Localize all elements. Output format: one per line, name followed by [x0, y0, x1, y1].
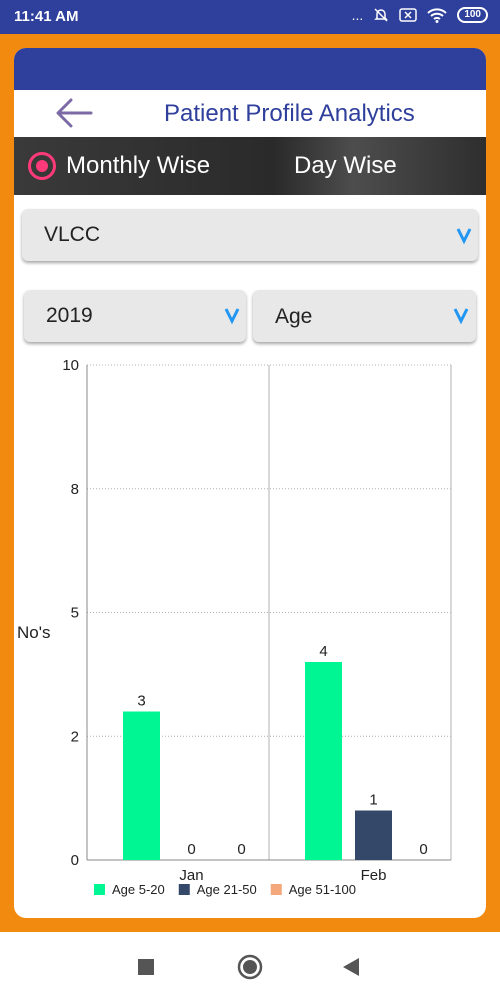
mode-toggle-bar: Monthly Wise Day Wise: [14, 137, 486, 195]
group-by-dropdown[interactable]: Age: [253, 290, 476, 342]
arrow-left-icon[interactable]: [54, 96, 94, 130]
monthly-wise-radio[interactable]: [28, 152, 56, 180]
more-dots-icon: ...: [351, 7, 364, 23]
bar: [123, 711, 160, 860]
year-dropdown[interactable]: 2019: [24, 290, 246, 342]
x-tick-label: Feb: [361, 867, 387, 884]
bar-value-label: 0: [419, 841, 427, 858]
center-dropdown[interactable]: VLCC: [22, 209, 478, 261]
status-time: 11:41 AM: [14, 8, 79, 25]
y-tick-label: 2: [71, 728, 79, 745]
title-bar: [14, 90, 486, 137]
battery-icon: 100: [457, 7, 488, 23]
circle-icon[interactable]: [237, 954, 263, 980]
app-card: Patient Profile Analytics Monthly Wise D…: [14, 48, 486, 918]
square-icon[interactable]: [137, 958, 155, 976]
y-tick-label: 5: [71, 605, 79, 622]
monthly-wise-label[interactable]: Monthly Wise: [66, 152, 211, 179]
status-bar: 11:41 AM ... 100: [0, 0, 500, 34]
radio-selected-dot: [36, 160, 48, 172]
legend-label: Age 21-50: [197, 882, 257, 897]
legend-label: Age 51-100: [289, 882, 356, 897]
app-topbar: [14, 48, 486, 90]
status-icons: ... 100: [352, 7, 488, 23]
close-box-icon: [399, 8, 418, 22]
group-by-value: Age: [275, 305, 313, 328]
bar-value-label: 1: [369, 792, 377, 809]
bar: [305, 662, 342, 860]
bar: [355, 810, 392, 860]
x-tick-label: Jan: [179, 867, 203, 884]
bar-value-label: 0: [187, 841, 195, 858]
y-tick-label: 0: [71, 852, 79, 869]
chevron-down-icon: [224, 308, 240, 325]
chevron-down-icon: [456, 228, 472, 245]
system-nav-bar: [0, 932, 500, 1000]
legend-swatch: [94, 884, 105, 895]
bar-value-label: 3: [137, 693, 145, 710]
y-tick-label: 10: [62, 357, 79, 374]
bar-value-label: 4: [319, 643, 327, 660]
y-axis-label: No's: [17, 623, 50, 642]
page-title: Patient Profile Analytics: [164, 100, 415, 127]
y-tick-label: 8: [71, 481, 79, 498]
wifi-icon: [427, 8, 448, 23]
chevron-down-icon: [453, 308, 469, 325]
legend-swatch: [178, 884, 190, 895]
legend-label: Age 5-20: [112, 882, 165, 897]
legend-swatch: [270, 884, 282, 895]
center-value: VLCC: [44, 223, 101, 246]
year-value: 2019: [46, 304, 93, 327]
triangle-left-icon[interactable]: [342, 957, 360, 977]
mute-icon: [374, 8, 389, 22]
bar-value-label: 0: [237, 841, 245, 858]
day-wise-option[interactable]: Day Wise: [294, 152, 397, 179]
